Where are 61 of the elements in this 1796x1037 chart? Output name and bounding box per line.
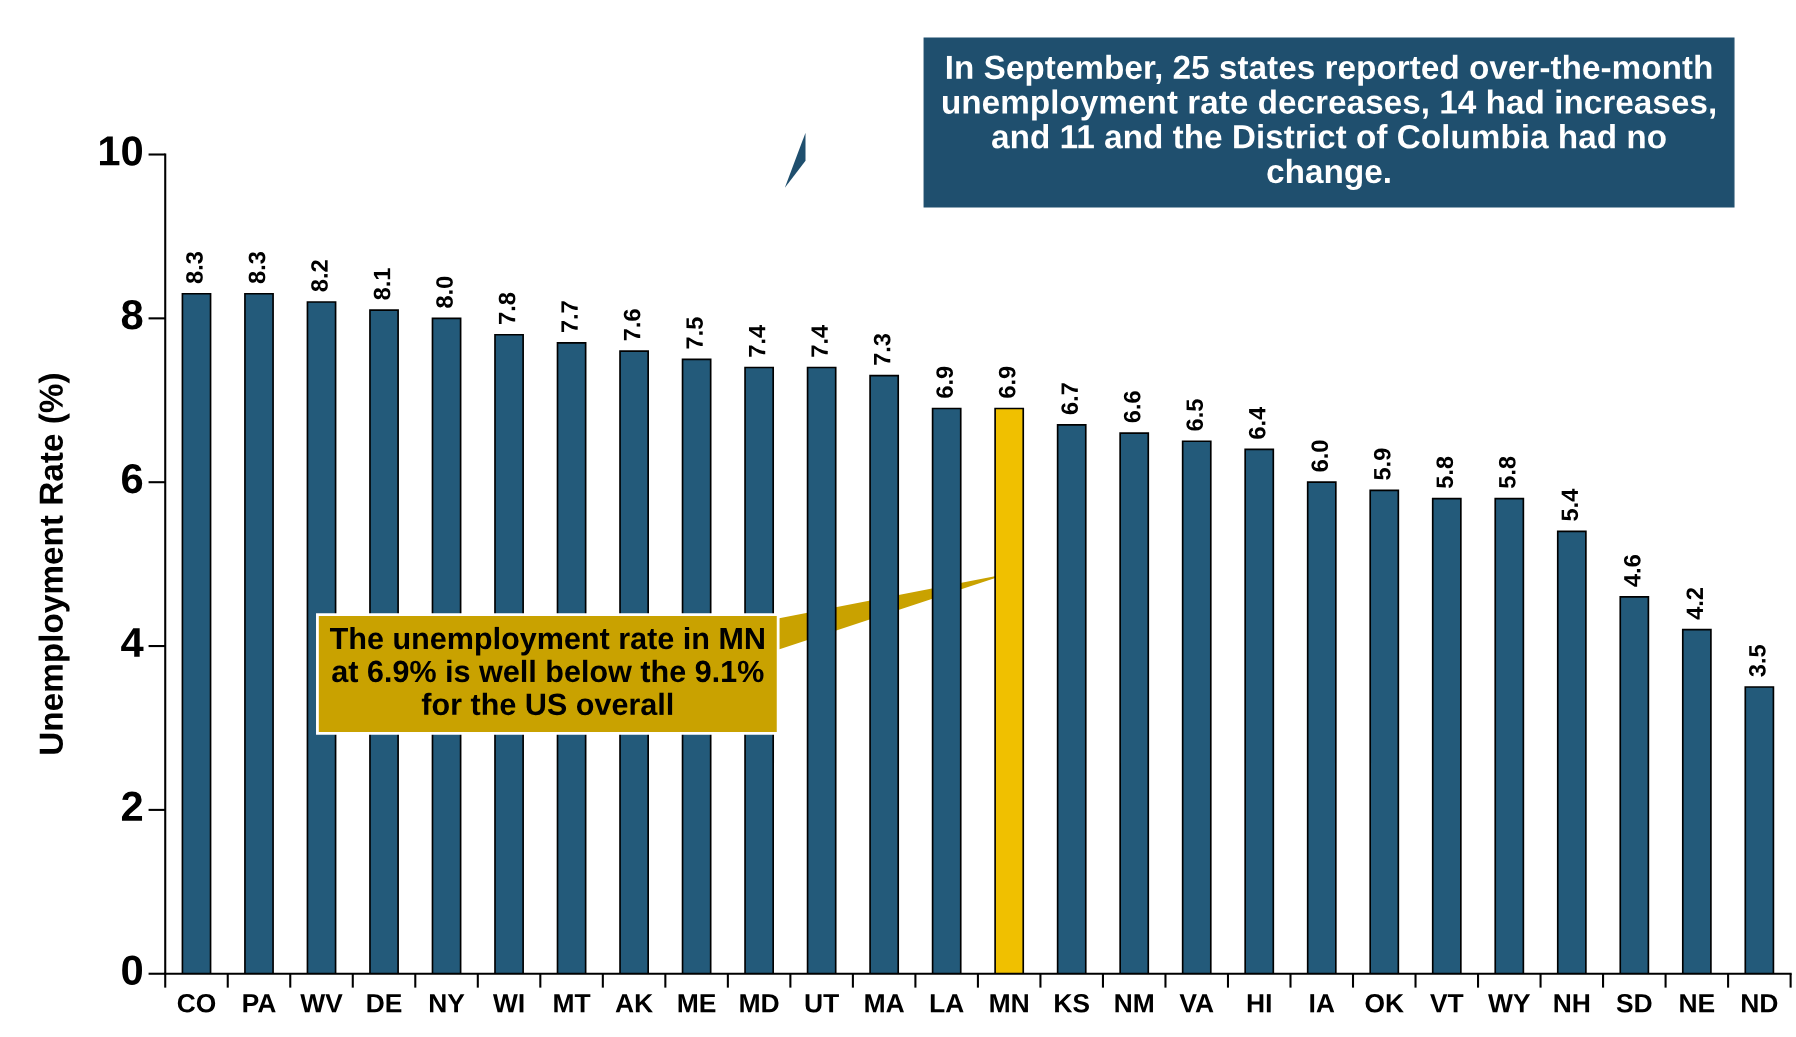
data-label: 6.4 xyxy=(1248,406,1266,439)
data-label: 6.7 xyxy=(1061,383,1079,415)
data-label: 6.0 xyxy=(1311,440,1329,472)
data-label: 8.0 xyxy=(436,276,453,308)
data-label: 4.2 xyxy=(1686,587,1703,620)
x-tick-label: NM xyxy=(1115,994,1153,1013)
data-label: 7.8 xyxy=(498,292,516,324)
x-tick-label: ND xyxy=(1742,994,1778,1013)
data-label: 4.6 xyxy=(1623,555,1641,587)
y-tick-label: 4 xyxy=(121,628,144,657)
data-label: 6.9 xyxy=(936,366,953,398)
data-label: 7.7 xyxy=(561,301,578,333)
data-label: 6.5 xyxy=(1186,399,1204,431)
x-tick-label: PA xyxy=(243,994,276,1013)
x-tick-label: SD xyxy=(1616,993,1652,1013)
x-tick-label: KS xyxy=(1055,993,1089,1013)
data-label: 7.4 xyxy=(748,324,766,357)
y-tick-label: 0 xyxy=(122,955,142,985)
data-label: 7.6 xyxy=(623,309,641,341)
data-label: 3.5 xyxy=(1748,645,1766,677)
data-label: 6.9 xyxy=(998,366,1016,398)
x-tick-label: AK xyxy=(615,994,653,1013)
data-label: 6.6 xyxy=(1123,391,1141,423)
annotation: The unemployment rate in MN at 6.9% is well below the 9.1% for the US overall xyxy=(329,626,764,716)
x-tick-label: UT xyxy=(805,994,839,1013)
x-tick-label: ME xyxy=(678,994,716,1013)
x-tick-label: NY xyxy=(429,994,465,1013)
data-label: 7.4 xyxy=(811,324,828,357)
x-tick-label: WI xyxy=(492,994,524,1013)
data-label: 8.3 xyxy=(186,251,203,284)
x-tick-label: OK xyxy=(1365,993,1404,1013)
y-tick-label: 2 xyxy=(121,791,143,821)
x-tick-label: CO xyxy=(177,993,216,1013)
y-tick-label: 10 xyxy=(99,136,142,166)
data-label: 8.2 xyxy=(311,260,328,292)
x-tick-label: IA xyxy=(1310,994,1335,1013)
data-label: 7.5 xyxy=(686,317,703,349)
x-tick-label: NH xyxy=(1554,994,1590,1013)
x-tick-label: WY xyxy=(1488,994,1531,1013)
y-axis-title: Unemployment Rate (%) xyxy=(38,374,70,754)
data-label: 5.9 xyxy=(1373,448,1391,480)
x-tick-label: WV xyxy=(300,994,343,1013)
x-tick-label: MN xyxy=(990,994,1028,1013)
x-tick-label: HI xyxy=(1247,994,1271,1013)
annotation: In September, 25 states reported over-the-month unemployment rate decreases, 14 had increases, and 11 and the District of Columbia had no change. xyxy=(942,54,1715,191)
y-tick-label: 6 xyxy=(122,463,143,494)
data-label: 5.8 xyxy=(1436,456,1454,489)
data-label: 5.4 xyxy=(1561,488,1579,521)
x-tick-label: NE xyxy=(1680,994,1715,1013)
data-label: 8.3 xyxy=(248,251,266,284)
x-tick-label: LA xyxy=(930,994,964,1013)
data-label: 7.3 xyxy=(873,333,891,365)
y-tick-label: 8 xyxy=(121,300,143,330)
x-tick-label: DE xyxy=(367,994,402,1013)
x-tick-label: MT xyxy=(554,994,591,1013)
data-label: 5.8 xyxy=(1498,456,1516,489)
x-tick-label: MD xyxy=(740,994,779,1013)
x-tick-label: VA xyxy=(1179,994,1214,1013)
x-tick-label: MA xyxy=(865,994,904,1013)
x-tick-label: VT xyxy=(1430,994,1464,1013)
data-label: 8.1 xyxy=(373,268,391,300)
